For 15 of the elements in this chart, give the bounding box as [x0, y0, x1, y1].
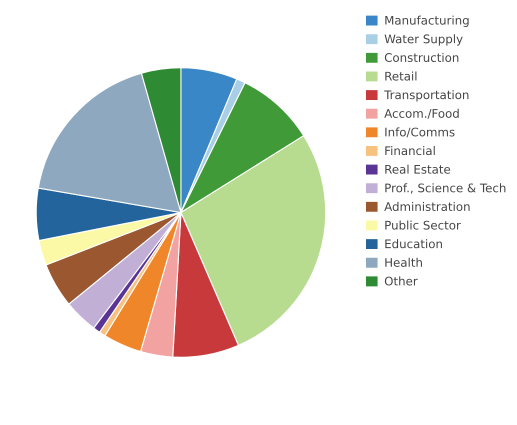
legend-label: Retail	[385, 71, 416, 81]
legend-label: Transportation	[384, 90, 468, 102]
legend-label: Water Supply	[384, 34, 463, 46]
legend-label: Info/Comms	[385, 127, 455, 138]
legend-label: Prof., Science & Tech	[385, 183, 506, 194]
legend-label: Financial	[385, 146, 435, 156]
legend-label: Education	[385, 239, 442, 248]
legend-label: Accom./Food	[384, 108, 459, 119]
legend-label: Other	[384, 276, 418, 286]
legend-label: Construction	[384, 52, 458, 62]
legend-label: Administration	[384, 202, 470, 212]
legend-label: Real Estate	[385, 164, 450, 174]
legend-label: Public Sector	[385, 220, 461, 230]
legend-label: Health	[385, 258, 422, 267]
legend-label: Manufacturing	[385, 16, 469, 28]
